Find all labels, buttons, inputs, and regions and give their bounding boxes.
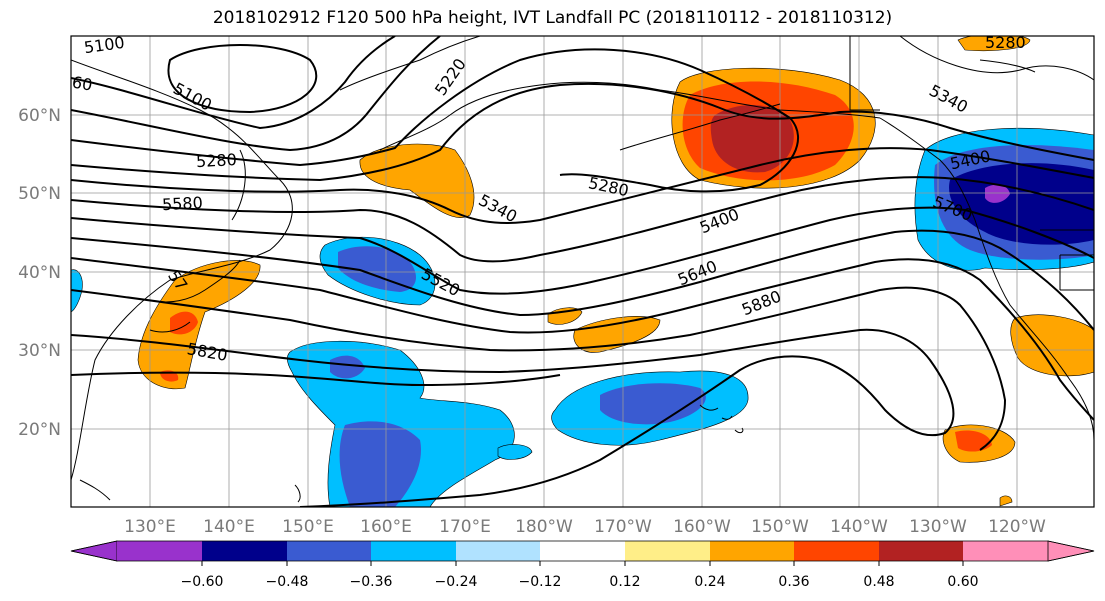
colorbar-segment xyxy=(371,541,456,561)
lon-label: 140°E xyxy=(203,517,255,537)
lon-label: 130°W xyxy=(909,517,967,537)
colorbar-tick-label: 0.60 xyxy=(947,574,978,590)
colorbar-tick-label: −0.60 xyxy=(181,574,224,590)
colorbar-tick-label: 0.48 xyxy=(863,574,894,590)
map-title: 2018102912 F120 500 hPa height, IVT Land… xyxy=(212,8,893,28)
colorbar-segment xyxy=(625,541,710,561)
colorbar-tick-label: −0.12 xyxy=(519,574,562,590)
colorbar-tick-labels: −0.60 −0.48 −0.36 −0.24 −0.12 0.12 0.24 … xyxy=(181,574,979,590)
lon-label: 160°W xyxy=(673,517,731,537)
lat-label: 60°N xyxy=(18,106,61,126)
longitude-labels: 130°E 140°E 150°E 160°E 170°E 180°W 170°… xyxy=(124,517,1046,537)
gridlines xyxy=(71,36,1094,507)
latitude-labels: 60°N 50°N 40°N 30°N 20°N xyxy=(18,106,61,440)
lat-label: 20°N xyxy=(18,420,61,440)
lon-label: 140°W xyxy=(830,517,888,537)
lon-label: 150°E xyxy=(282,517,334,537)
lon-label: 120°W xyxy=(988,517,1046,537)
colorbar-segment xyxy=(1047,540,1095,562)
coastlines xyxy=(71,36,1094,503)
lat-label: 40°N xyxy=(18,263,61,283)
lon-label: 170°E xyxy=(439,517,491,537)
colorbar-tick-label: −0.24 xyxy=(435,574,478,590)
colorbar-segment xyxy=(879,541,963,561)
colorbar-segment xyxy=(70,540,118,562)
colorbar-segment xyxy=(540,541,625,561)
height-contours xyxy=(71,36,1094,507)
map-frame xyxy=(70,35,1095,508)
colorbar-tick-label: −0.36 xyxy=(350,574,393,590)
lat-label: 50°N xyxy=(18,184,61,204)
colorbar-tick-label: 0.12 xyxy=(609,574,640,590)
colorbar-segment xyxy=(794,541,879,561)
lon-label: 180°W xyxy=(515,517,573,537)
colorbar-segment xyxy=(202,541,287,561)
lon-label: 170°W xyxy=(594,517,652,537)
contour-label: 5100 xyxy=(83,33,126,57)
colorbar-segment xyxy=(117,541,202,561)
colorbar-ticks xyxy=(201,561,964,566)
lat-label: 30°N xyxy=(18,341,61,361)
contour-label: 5280 xyxy=(985,33,1026,52)
colorbar-segment xyxy=(287,541,371,561)
contour-label: 5580 xyxy=(162,193,204,214)
colorbar-tick-label: 0.36 xyxy=(778,574,809,590)
contour-label: 5280 xyxy=(196,150,238,171)
colorbar-tick-label: 0.24 xyxy=(694,574,725,590)
colorbar-segment xyxy=(456,541,540,561)
colorbar-segment xyxy=(710,541,794,561)
lon-label: 150°W xyxy=(751,517,809,537)
contour-label: 60 xyxy=(71,72,94,94)
lon-label: 130°E xyxy=(124,517,176,537)
lon-label: 160°E xyxy=(360,517,412,537)
map-plot-area: 5100 5100 60 5220 5280 5580 5340 5280 53… xyxy=(71,33,1094,507)
colorbar-segment xyxy=(963,541,1048,561)
ivt-positive-shading xyxy=(137,36,1094,507)
colorbar xyxy=(70,540,1095,562)
colorbar-tick-label: −0.48 xyxy=(266,574,309,590)
